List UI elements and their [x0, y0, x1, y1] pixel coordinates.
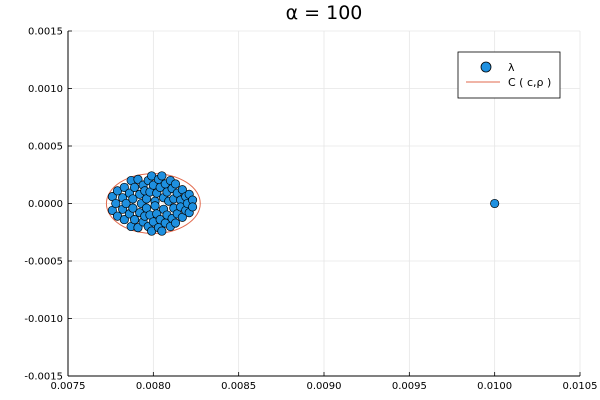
scatter-point — [133, 174, 143, 184]
y-tick-label: 0.0010 — [28, 84, 63, 95]
scatter-point — [157, 171, 167, 181]
chart-title: α = 100 — [286, 2, 363, 24]
legend-lambda-marker — [480, 61, 492, 73]
y-tick-label: 0.0005 — [28, 142, 63, 153]
scatter-point — [119, 215, 129, 225]
legend-lambda-label: λ — [508, 61, 515, 74]
y-tick-label: 0.0015 — [28, 27, 63, 38]
scatter-point — [128, 203, 138, 213]
x-tick-label: 0.0095 — [392, 381, 427, 392]
scatter-point — [121, 198, 131, 209]
lambda-series — [107, 171, 500, 236]
x-tick-label: 0.0080 — [136, 381, 171, 392]
scatter-point — [170, 218, 181, 228]
x-tick-label: 0.0105 — [563, 381, 598, 392]
y-tick-label: -0.0005 — [24, 257, 63, 268]
legend-box — [457, 51, 561, 99]
scatter-point — [130, 182, 140, 192]
scatter-point — [128, 194, 138, 204]
x-axis-ticks: 0.0075 0.0080 0.0085 0.0090 0.0095 0.0100 0.01… — [51, 372, 598, 392]
y-tick-label: 0.0000 — [28, 199, 63, 210]
x-tick-label: 0.0085 — [221, 381, 256, 392]
y-tick-label: -0.0010 — [24, 314, 63, 325]
x-tick-label: 0.0100 — [477, 381, 512, 392]
scatter-point — [150, 201, 160, 211]
x-tick-label: 0.0075 — [51, 381, 86, 392]
scatter-point — [157, 226, 167, 236]
y-axis-ticks: -0.0015 -0.0010 -0.0005 0.0000 0.0005 0.0010 0… — [24, 27, 72, 383]
scatter-point — [119, 182, 129, 192]
y-tick-label: -0.0015 — [24, 372, 63, 383]
scatter-point — [130, 215, 140, 225]
legend-circle-label: C ( c,ρ ) — [508, 76, 551, 89]
scatter-point — [490, 198, 500, 209]
scatter-point — [133, 223, 143, 233]
scatter-point — [170, 179, 181, 189]
legend: λ C ( c,ρ ) — [457, 51, 561, 99]
x-tick-label: 0.0090 — [307, 381, 342, 392]
scatter-point — [111, 198, 121, 209]
scatter-point — [188, 202, 198, 212]
